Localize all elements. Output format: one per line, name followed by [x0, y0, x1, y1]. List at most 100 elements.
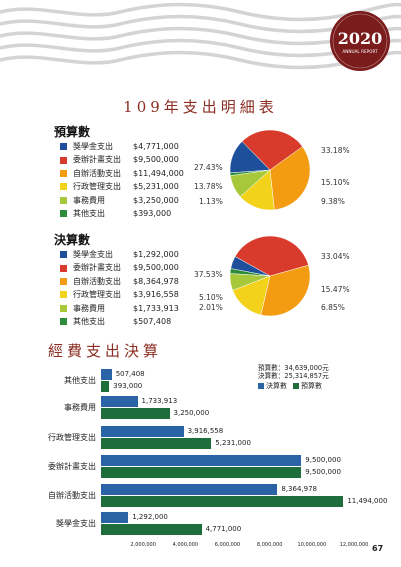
bar-budget	[101, 408, 170, 419]
legend-label-actual: 決算數	[266, 382, 287, 390]
bar-value-actual: 3,916,558	[187, 427, 224, 435]
x-tick-label: 8,000,000	[256, 542, 283, 548]
actual-legend-amount: $8,364,978	[133, 276, 179, 286]
budget-legend-swatch	[60, 183, 67, 191]
budget-pie-slice	[269, 146, 311, 211]
bar-value-actual: 8,364,978	[281, 485, 317, 493]
budget-legend-row: 行政管理支出 $5,231,000	[60, 180, 184, 193]
bar-category-label: 其他支出	[64, 376, 96, 385]
actual-legend-label: 自辦活動支出	[73, 276, 121, 286]
budget-pct-label: 1.13%	[199, 197, 223, 206]
bar-budget	[101, 496, 344, 507]
budget-pct-label: 13.78%	[194, 182, 223, 191]
actual-pie-chart	[229, 235, 311, 317]
bar-actual	[101, 512, 129, 523]
bar-value-budget: 9,500,000	[305, 468, 341, 476]
budget-legend-amount: $393,000	[133, 208, 172, 218]
bar-value-actual: 507,408	[115, 370, 145, 378]
budget-legend-label: 其他支出	[73, 208, 105, 218]
actual-pct-label: 37.53%	[194, 270, 223, 279]
bar-value-actual: 1,292,000	[132, 513, 168, 521]
x-tick-label: 6,000,000	[214, 542, 241, 548]
actual-pct-label: 2.01%	[199, 303, 223, 312]
actual-legend-label: 委辦計畫支出	[73, 263, 121, 273]
actual-legend-row: 行政管理支出 $3,916,558	[60, 288, 179, 301]
actual-legend-label: 獎學金支出	[73, 250, 113, 259]
bar-budget	[101, 524, 202, 535]
x-tick-label: 12,000,000	[339, 542, 369, 548]
budget-legend-row: 事務費用 $3,250,000	[60, 194, 184, 207]
actual-legend-row: 自辦活動支出 $8,364,978	[60, 275, 179, 288]
actual-pct-label: 6.85%	[321, 303, 345, 312]
actual-legend-amount: $1,292,000	[133, 250, 179, 259]
bar-actual	[101, 426, 184, 437]
budget-pie-slice	[229, 141, 271, 174]
legend-swatch-actual	[258, 383, 264, 389]
actual-legend-row: 其他支出 $507,408	[60, 315, 179, 328]
budget-legend-label: 行政管理支出	[73, 182, 121, 192]
bar-category-label: 自辦活動支出	[48, 491, 96, 500]
bar-category-label: 委辦計畫支出	[48, 462, 96, 471]
actual-legend-amount: $507,408	[133, 316, 172, 326]
bar-actual	[101, 484, 278, 495]
budget-legend-swatch	[60, 210, 67, 218]
budget-pct-label: 15.10%	[321, 178, 350, 187]
budget-legend: 獎學金支出 $4,771,000 委辦計畫支出 $9,500,000 自辦活動支出 $11…	[60, 140, 184, 220]
budget-legend-label: 自辦活動支出	[73, 168, 121, 178]
actual-legend-swatch	[60, 291, 67, 299]
bar-value-budget: 393,000	[113, 382, 143, 390]
actual-legend-amount: $3,916,558	[133, 290, 179, 300]
budget-pct-label: 9.38%	[321, 197, 345, 206]
budget-legend-row: 獎學金支出 $4,771,000	[60, 140, 184, 153]
badge-year: 2020	[338, 29, 383, 48]
bar-budget	[101, 381, 110, 392]
x-tick-label: 4,000,000	[172, 542, 199, 548]
x-tick-label: 10,000,000	[297, 542, 327, 548]
actual-legend-swatch	[60, 277, 67, 285]
bar-value-budget: 5,231,000	[215, 439, 251, 447]
budget-legend-label: 獎學金支出	[73, 142, 113, 151]
actual-legend-label: 行政管理支出	[73, 290, 121, 300]
budget-pie-chart	[229, 129, 311, 211]
bar-category-label: 行政管理支出	[48, 433, 96, 442]
annual-report-badge: 2020 ANNUAL REPORT	[330, 11, 390, 71]
badge-subtitle: ANNUAL REPORT	[342, 49, 378, 54]
budget-legend-amount: $5,231,000	[133, 182, 179, 192]
page-number: 67	[372, 544, 384, 553]
bar-category-label: 事務費用	[64, 403, 96, 412]
actual-legend-amount: $9,500,000	[133, 263, 179, 273]
budget-pct-label: 33.18%	[321, 146, 350, 155]
bar-value-actual: 9,500,000	[305, 456, 341, 464]
bar-actual	[101, 369, 112, 380]
budget-legend-swatch	[60, 196, 67, 204]
actual-pct-label: 33.04%	[321, 252, 350, 261]
actual-legend-row: 事務費用 $1,733,913	[60, 302, 179, 315]
total-actual: 決算數：25,314,857元	[258, 372, 329, 380]
bar-actual	[101, 396, 138, 407]
total-budget: 預算數：34,639,000元	[258, 364, 329, 372]
actual-pct-label: 15.47%	[321, 285, 350, 294]
budget-legend-swatch	[60, 156, 67, 164]
actual-legend-amount: $1,733,913	[133, 303, 179, 313]
legend-label-budget: 預算數	[301, 382, 322, 390]
actual-legend-swatch	[60, 304, 67, 312]
x-tick-label: 2,000,000	[130, 542, 156, 548]
budget-legend-swatch	[60, 143, 67, 151]
budget-pie-slice	[241, 129, 303, 171]
budget-legend-row: 委辦計畫支出 $9,500,000	[60, 153, 184, 166]
actual-legend-swatch	[60, 264, 67, 272]
budget-legend-label: 委辦計畫支出	[73, 155, 121, 165]
actual-legend-label: 其他支出	[73, 316, 105, 326]
bar-value-budget: 3,250,000	[173, 409, 210, 417]
bar-category-label: 獎學金支出	[56, 519, 96, 528]
actual-legend-row: 委辦計畫支出 $9,500,000	[60, 261, 179, 274]
bar-value-budget: 4,771,000	[205, 525, 242, 533]
bar-actual	[101, 455, 302, 466]
budget-legend-amount: $3,250,000	[133, 195, 179, 205]
page-title: 109年支出明細表	[123, 98, 278, 116]
bar-budget	[101, 438, 212, 449]
actual-legend-row: 獎學金支出 $1,292,000	[60, 248, 179, 261]
budget-legend-row: 自辦活動支出 $11,494,000	[60, 167, 184, 180]
actual-legend-swatch	[60, 318, 67, 326]
budget-legend-amount: $4,771,000	[133, 142, 179, 151]
